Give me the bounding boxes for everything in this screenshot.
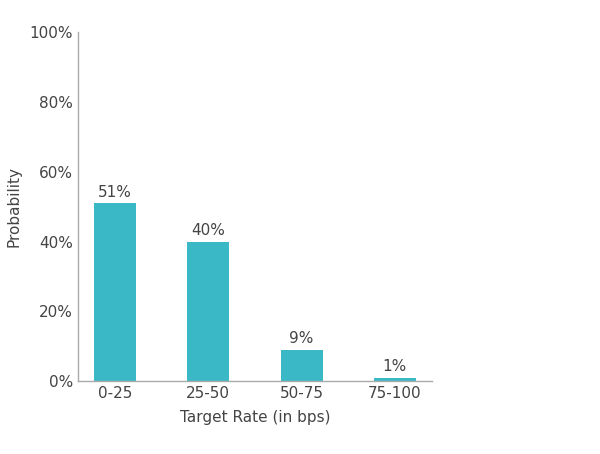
Bar — [281, 350, 323, 381]
Bar — [374, 378, 416, 381]
Bar — [187, 242, 229, 381]
Text: 51%: 51% — [98, 185, 132, 200]
Text: 1%: 1% — [383, 360, 407, 375]
Bar — [94, 203, 136, 381]
X-axis label: Target Rate (in bps): Target Rate (in bps) — [180, 410, 330, 424]
Text: 40%: 40% — [191, 223, 225, 238]
Y-axis label: Probability: Probability — [7, 166, 22, 247]
Text: 9%: 9% — [289, 331, 314, 346]
